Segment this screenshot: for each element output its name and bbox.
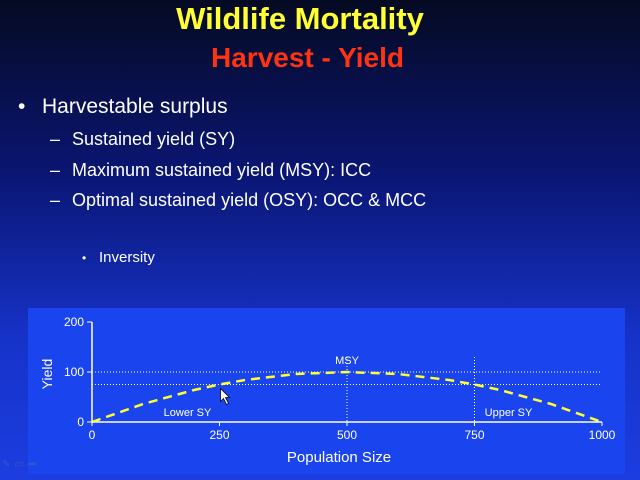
main-bullet: • Harvestable surplus <box>18 93 228 121</box>
x-tick-label: 500 <box>337 428 357 442</box>
sub-bullet-sustained-yield: – Sustained yield (SY) <box>50 127 235 151</box>
dash-glyph: – <box>50 190 61 210</box>
upper-sy-label: Upper SY <box>485 407 533 419</box>
yield-curve-line <box>91 370 603 424</box>
y-tick-label: 100 <box>64 365 84 379</box>
y-tick-label: 0 <box>77 415 84 429</box>
x-tick-label: 0 <box>89 428 96 442</box>
sub-bullet-optimal-sustained-yield: – Optimal sustained yield (OSY): OCC & MC… <box>50 188 426 212</box>
main-bullet-text: Harvestable surplus <box>42 95 228 118</box>
sub-bullet-text: Optimal sustained yield (OSY): OCC & MCC <box>72 190 427 210</box>
pen-icon[interactable]: ✎ <box>2 459 15 470</box>
sub-bullet-text: Sustained yield (SY) <box>72 129 236 149</box>
y-axis-label: Yield <box>39 359 55 390</box>
dash-glyph: – <box>50 160 61 180</box>
y-tick-label: 200 <box>64 315 84 329</box>
msy-label: MSY <box>335 355 360 367</box>
lower-sy-label: Lower SY <box>164 407 212 419</box>
x-tick-label: 250 <box>209 428 229 442</box>
mouse-cursor-icon <box>220 387 231 406</box>
sub-bullet-text: Maximum sustained yield (MSY): ICC <box>72 160 372 180</box>
slide-title: Wildlife Mortality <box>176 1 424 36</box>
bullet-glyph: • <box>82 251 87 265</box>
slide-subtitle: Harvest - Yield <box>211 42 404 73</box>
slide-menu-icon[interactable]: ▭ <box>14 459 28 470</box>
yield-chart: 0 100 200 0 250 500 750 1000 Population Size Yiel… <box>28 308 625 474</box>
dash-glyph: – <box>50 129 61 149</box>
minor-bullet: • Inversity <box>82 248 155 268</box>
slideshow-controls[interactable]: ✎▭➡ <box>2 459 40 470</box>
minor-bullet-text: Inversity <box>99 249 155 266</box>
sub-bullet-max-sustained-yield: – Maximum sustained yield (MSY): ICC <box>50 158 371 182</box>
x-tick-label: 1000 <box>589 428 616 442</box>
x-axis-label: Population Size <box>287 449 391 466</box>
yield-chart-svg: 0 100 200 0 250 500 750 1000 Population Size Yiel… <box>39 315 616 466</box>
x-tick-label: 750 <box>464 428 484 442</box>
bullet-glyph: • <box>18 95 26 118</box>
next-arrow-icon[interactable]: ➡ <box>27 459 41 470</box>
